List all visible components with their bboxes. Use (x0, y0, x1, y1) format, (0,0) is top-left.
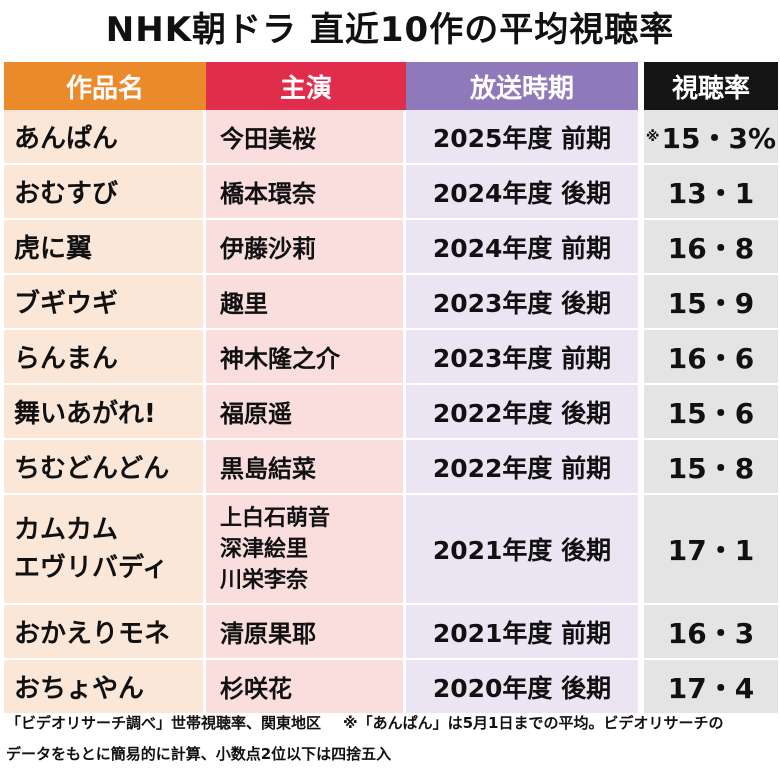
cell-work: あんぱん (4, 110, 206, 165)
cell-rating: 17・1 (644, 495, 778, 605)
cell-cast: 黒島結菜 (206, 440, 406, 495)
cell-period: 2023年度 後期 (406, 275, 638, 330)
cell-cast: 清原果耶 (206, 605, 406, 660)
cell-rating: 15・8 (644, 440, 778, 495)
cell-rating: ※ 15・3% (644, 110, 778, 165)
footnote: 「ビデオリサーチ調べ」世帯視聴率、関東地区 ※「あんぱん」は5月1日までの平均。ビ… (6, 708, 776, 770)
cell-cast: 杉咲花 (206, 660, 406, 715)
cell-work: カムカム エヴリバディ (4, 495, 206, 605)
cast-line: 川栄李奈 (220, 567, 309, 593)
cell-work: 舞いあがれ! (4, 385, 206, 440)
header-work: 作品名 (4, 62, 206, 110)
cell-work: 虎に翼 (4, 220, 206, 275)
footnote-line-2: データをもとに簡易的に計算、小数点2位以下は四捨五入 (6, 745, 392, 763)
cell-work: おむすび (4, 165, 206, 220)
footnote-line-1: 「ビデオリサーチ調べ」世帯視聴率、関東地区 ※「あんぱん」は5月1日までの平均。ビ… (6, 708, 776, 739)
average-note: ※「あんぱん」は5月1日までの平均。ビデオリサーチの (343, 714, 724, 732)
header-cast: 主演 (206, 62, 406, 110)
cell-cast: 今田美桜 (206, 110, 406, 165)
cell-rating: 16・3 (644, 605, 778, 660)
cell-period: 2022年度 後期 (406, 385, 638, 440)
cell-cast: 橋本環奈 (206, 165, 406, 220)
cast-line: 深津絵里 (220, 536, 309, 562)
ratings-table: 作品名 主演 放送時期 視聴率 あんぱん 今田美桜 2025年度 前期 ※ 15… (4, 62, 778, 715)
cell-work: らんまん (4, 330, 206, 385)
cell-cast: 伊藤沙莉 (206, 220, 406, 275)
cast-line: 上白石萌音 (220, 505, 331, 531)
cell-cast: 福原遥 (206, 385, 406, 440)
cell-cast: 神木隆之介 (206, 330, 406, 385)
rating-value: 15・3% (661, 121, 777, 155)
cell-cast: 上白石萌音 深津絵里 川栄李奈 (206, 495, 406, 605)
work-line: カムカム (14, 515, 119, 545)
cell-rating: 15・6 (644, 385, 778, 440)
cell-work: ちむどんどん (4, 440, 206, 495)
cell-period: 2024年度 前期 (406, 220, 638, 275)
cell-work: おかえりモネ (4, 605, 206, 660)
header-rating: 視聴率 (644, 62, 778, 110)
cell-period: 2024年度 後期 (406, 165, 638, 220)
cell-rating: 15・9 (644, 275, 778, 330)
page-title: NHK朝ドラ 直近10作の平均視聴率 (105, 10, 675, 50)
cell-rating: 16・8 (644, 220, 778, 275)
cell-work: おちょやん (4, 660, 206, 715)
cell-period: 2025年度 前期 (406, 110, 638, 165)
cell-cast: 趣里 (206, 275, 406, 330)
cell-period: 2021年度 後期 (406, 495, 638, 605)
cell-work: ブギウギ (4, 275, 206, 330)
cell-rating: 13・1 (644, 165, 778, 220)
source-note: 「ビデオリサーチ調べ」世帯視聴率、関東地区 (6, 714, 322, 732)
cell-rating: 17・4 (644, 660, 778, 715)
work-line: エヴリバディ (14, 553, 169, 583)
header-period: 放送時期 (406, 62, 638, 110)
cell-rating: 16・6 (644, 330, 778, 385)
note-mark: ※ (645, 128, 660, 145)
cell-period: 2021年度 前期 (406, 605, 638, 660)
cell-period: 2020年度 後期 (406, 660, 638, 715)
cell-period: 2022年度 前期 (406, 440, 638, 495)
cell-period: 2023年度 前期 (406, 330, 638, 385)
